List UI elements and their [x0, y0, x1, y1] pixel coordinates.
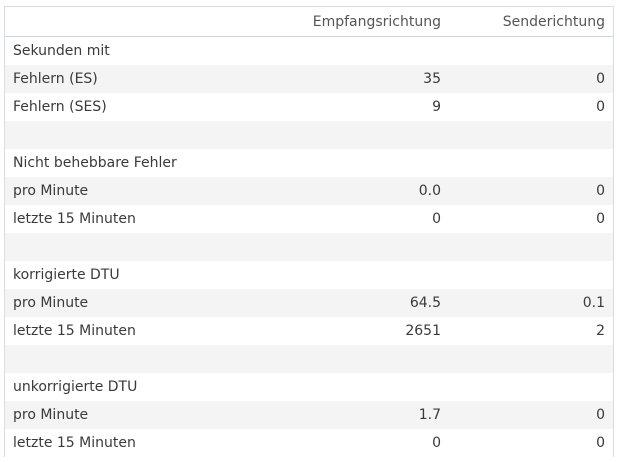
receive-value: 0 — [432, 435, 441, 451]
receive-value: 1.7 — [418, 407, 441, 423]
table-row: letzte 15 Minuten 0 0 — [5, 429, 613, 457]
column-header-receive-direction: Empfangsrichtung — [312, 14, 441, 30]
row-label: letzte 15 Minuten — [13, 211, 136, 227]
row-label: Nicht behebbare Fehler — [13, 155, 177, 171]
send-value: 0 — [596, 211, 605, 227]
send-value: 0 — [596, 99, 605, 115]
send-value: 0 — [596, 407, 605, 423]
table-row: korrigierte DTU — [5, 261, 613, 289]
row-label: Fehlern (SES) — [13, 99, 107, 115]
table-row: letzte 15 Minuten 2651 2 — [5, 317, 613, 345]
receive-value: 64.5 — [409, 295, 441, 311]
row-label: Sekunden mit — [13, 43, 110, 59]
row-label: unkorrigierte DTU — [13, 379, 138, 395]
row-label: korrigierte DTU — [13, 267, 120, 283]
send-value: 0 — [596, 435, 605, 451]
table-row: pro Minute 64.5 0.1 — [5, 289, 613, 317]
table-row: Fehlern (ES) 35 0 — [5, 65, 613, 93]
table-row — [5, 345, 613, 373]
table-row — [5, 121, 613, 149]
send-value: 0 — [596, 183, 605, 199]
table-row: pro Minute 0.0 0 — [5, 177, 613, 205]
row-label: Fehlern (ES) — [13, 71, 98, 87]
row-label: letzte 15 Minuten — [13, 323, 136, 339]
row-label: pro Minute — [13, 183, 89, 199]
table-row: letzte 15 Minuten 0 0 — [5, 205, 613, 233]
row-label: letzte 15 Minuten — [13, 435, 136, 451]
send-value: 2 — [596, 323, 605, 339]
row-label: pro Minute — [13, 295, 89, 311]
row-label: pro Minute — [13, 407, 89, 423]
receive-value: 0.0 — [418, 183, 441, 199]
send-value: 0.1 — [582, 295, 605, 311]
table-row: Sekunden mit — [5, 37, 613, 65]
receive-value: 2651 — [405, 323, 441, 339]
table-row: Nicht behebbare Fehler — [5, 149, 613, 177]
table-row — [5, 233, 613, 261]
column-header-send-direction: Senderichtung — [502, 14, 605, 30]
table-row: pro Minute 1.7 0 — [5, 401, 613, 429]
send-value: 0 — [596, 71, 605, 87]
receive-value: 35 — [423, 71, 441, 87]
dsl-statistics-table: Empfangsrichtung Senderichtung Sekunden … — [4, 6, 614, 457]
receive-value: 0 — [432, 211, 441, 227]
table-row: unkorrigierte DTU — [5, 373, 613, 401]
receive-value: 9 — [432, 99, 441, 115]
table-row: Fehlern (SES) 9 0 — [5, 93, 613, 121]
table-header: Empfangsrichtung Senderichtung — [5, 7, 613, 37]
